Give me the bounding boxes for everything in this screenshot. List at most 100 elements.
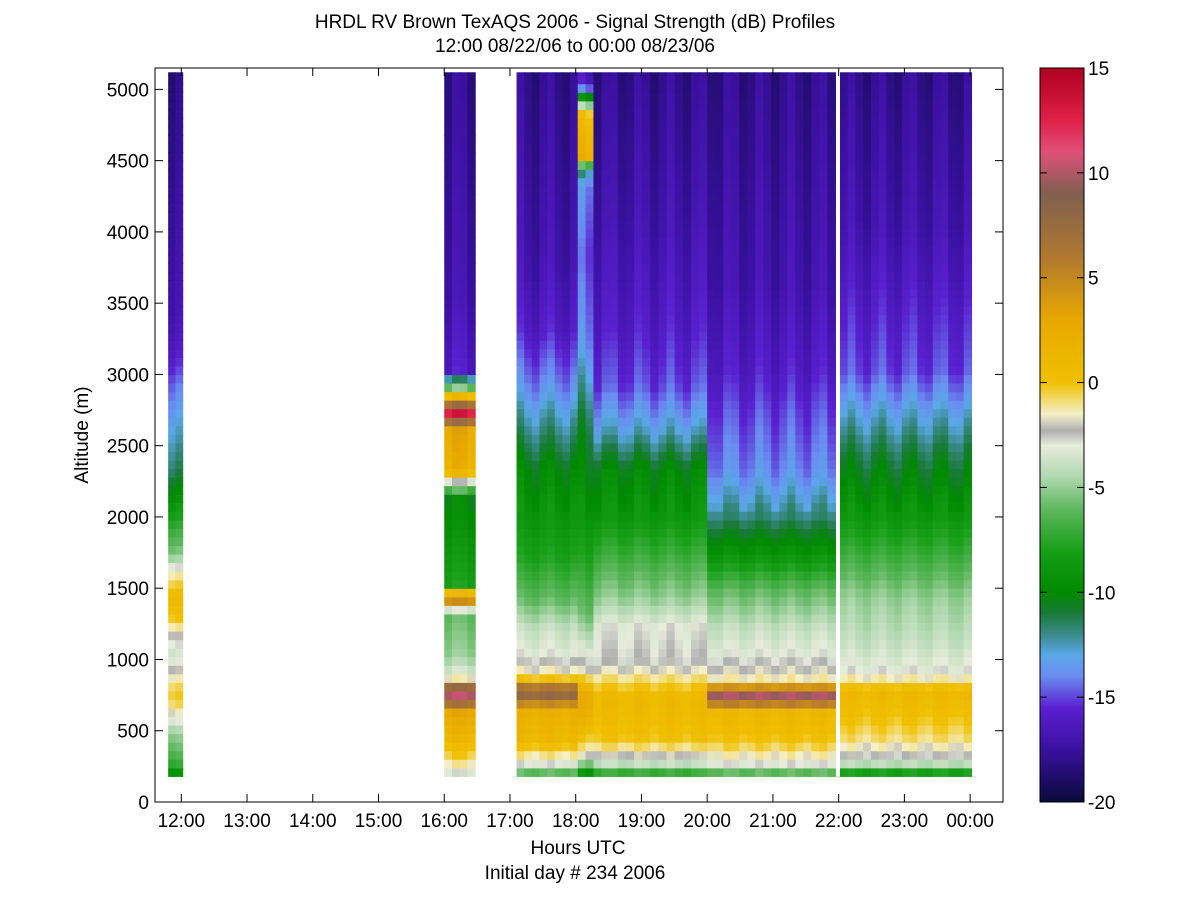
heatmap-cell <box>787 211 796 222</box>
heatmap-cell <box>459 699 469 709</box>
heatmap-cell <box>723 494 732 504</box>
heatmap-cell <box>690 750 700 760</box>
heatmap-cell <box>723 682 732 692</box>
heatmap-cell <box>562 400 571 410</box>
heatmap-cell <box>547 545 556 555</box>
heatmap-cell <box>451 502 461 512</box>
heatmap-cell <box>168 280 176 290</box>
heatmap-cell <box>577 152 587 162</box>
heatmap-cell <box>642 639 651 649</box>
heatmap-cell <box>625 716 635 726</box>
heatmap-cell <box>909 237 918 247</box>
heatmap-cell <box>625 314 635 324</box>
heatmap-cell <box>547 280 556 290</box>
heatmap-cell <box>755 622 764 632</box>
heatmap-cell <box>625 725 635 735</box>
heatmap-cell <box>886 511 895 521</box>
heatmap-cell <box>870 246 880 256</box>
heatmap-cell <box>609 571 619 581</box>
heatmap-cell <box>459 639 469 649</box>
heatmap-cell <box>459 759 469 769</box>
heatmap-cell <box>715 579 724 589</box>
heatmap-cell <box>690 536 700 547</box>
heatmap-cell <box>570 382 579 393</box>
heatmap-cell <box>715 229 724 239</box>
heatmap-cell <box>650 126 660 136</box>
heatmap-cell <box>524 109 533 119</box>
heatmap-cell <box>524 75 533 85</box>
heatmap-cell <box>894 83 903 93</box>
heatmap-cell <box>674 605 684 615</box>
heatmap-cell <box>609 699 619 709</box>
heatmap-cell <box>894 254 903 264</box>
heatmap-cell <box>855 502 864 512</box>
heatmap-cell <box>467 588 476 598</box>
heatmap-cell <box>909 314 918 324</box>
heatmap-cell <box>570 126 579 136</box>
heatmap-cell <box>863 673 872 683</box>
heatmap-cell <box>444 126 453 136</box>
heatmap-cell <box>168 100 176 110</box>
heatmap-cell <box>901 502 911 512</box>
heatmap-cell <box>658 160 668 170</box>
heatmap-cell <box>451 767 461 777</box>
heatmap-cell <box>731 562 740 572</box>
heatmap-cell <box>731 434 740 444</box>
heatmap-cell <box>658 742 668 752</box>
heatmap-cell <box>847 750 857 760</box>
heatmap-cell <box>940 536 949 547</box>
heatmap-cell <box>827 562 836 572</box>
heatmap-cell <box>650 92 660 102</box>
heatmap-cell <box>444 605 453 615</box>
heatmap-cell <box>625 254 635 264</box>
heatmap-cell <box>755 331 764 341</box>
heatmap-cell <box>827 417 836 427</box>
heatmap-cell <box>585 109 595 119</box>
heatmap-cell <box>699 126 708 136</box>
heatmap-cell <box>878 92 887 102</box>
heatmap-cell <box>855 528 864 538</box>
heatmap-cell <box>901 143 911 153</box>
heatmap-cell <box>863 588 872 598</box>
heatmap-cell <box>747 442 756 452</box>
heatmap-cell <box>451 160 461 170</box>
heatmap-cell <box>948 759 957 769</box>
heatmap-cell <box>593 528 603 538</box>
heatmap-cell <box>886 442 895 452</box>
heatmap-cell <box>516 83 525 93</box>
heatmap-cell <box>562 725 571 735</box>
heatmap-cell <box>707 596 716 606</box>
heatmap-cell <box>562 434 571 444</box>
heatmap-cell <box>658 622 668 632</box>
heatmap-cell <box>577 280 587 290</box>
heatmap-cell <box>642 536 651 547</box>
heatmap-cell <box>650 109 660 119</box>
heatmap-cell <box>803 211 812 222</box>
heatmap-cell <box>547 177 556 187</box>
heatmap-cell <box>585 152 595 162</box>
heatmap-cell <box>909 451 918 461</box>
heatmap-cell <box>444 314 453 324</box>
heatmap-cell <box>787 519 796 529</box>
heatmap-cell <box>570 511 579 521</box>
heatmap-cell <box>547 237 556 247</box>
heatmap-cell <box>863 502 872 512</box>
heatmap-cell <box>878 211 887 222</box>
heatmap-cell <box>674 314 684 324</box>
heatmap-cell <box>723 271 732 281</box>
heatmap-cell <box>524 579 533 589</box>
heatmap-cell <box>554 340 563 350</box>
heatmap-cell <box>739 656 748 666</box>
heatmap-cell <box>731 109 740 119</box>
heatmap-cell <box>524 494 533 504</box>
heatmap-cell <box>731 425 740 435</box>
heatmap-cell <box>715 622 724 632</box>
heatmap-cell <box>547 511 556 521</box>
heatmap-cell <box>863 451 872 461</box>
heatmap-cell <box>847 169 857 179</box>
heatmap-cell <box>562 562 571 572</box>
heatmap-cell <box>763 297 772 307</box>
heatmap-cell <box>847 605 857 615</box>
heatmap-cell <box>739 648 748 658</box>
heatmap-cell <box>682 528 692 538</box>
